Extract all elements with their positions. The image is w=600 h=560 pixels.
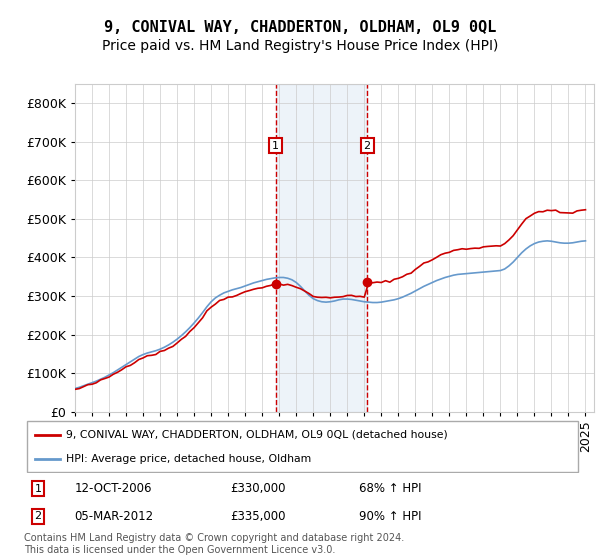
Text: Contains HM Land Registry data © Crown copyright and database right 2024.
This d: Contains HM Land Registry data © Crown c… [24, 533, 404, 555]
Text: 12-OCT-2006: 12-OCT-2006 [74, 482, 152, 495]
Text: 68% ↑ HPI: 68% ↑ HPI [359, 482, 421, 495]
Text: 2: 2 [34, 511, 41, 521]
Bar [275, 84, 367, 412]
Text: 9, CONIVAL WAY, CHADDERTON, OLDHAM, OL9 0QL (detached house): 9, CONIVAL WAY, CHADDERTON, OLDHAM, OL9 … [66, 430, 448, 440]
Text: 1: 1 [272, 141, 279, 151]
Text: HPI: Average price, detached house, Oldham: HPI: Average price, detached house, Oldh… [66, 454, 311, 464]
Text: £330,000: £330,000 [230, 482, 286, 495]
Text: 05-MAR-2012: 05-MAR-2012 [74, 510, 154, 523]
Text: £335,000: £335,000 [230, 510, 286, 523]
Text: 1: 1 [34, 484, 41, 494]
Text: Price paid vs. HM Land Registry's House Price Index (HPI): Price paid vs. HM Land Registry's House … [102, 39, 498, 53]
Text: 90% ↑ HPI: 90% ↑ HPI [359, 510, 421, 523]
Text: 9, CONIVAL WAY, CHADDERTON, OLDHAM, OL9 0QL: 9, CONIVAL WAY, CHADDERTON, OLDHAM, OL9 … [104, 20, 496, 35]
FancyBboxPatch shape [27, 421, 578, 472]
Text: 2: 2 [364, 141, 371, 151]
